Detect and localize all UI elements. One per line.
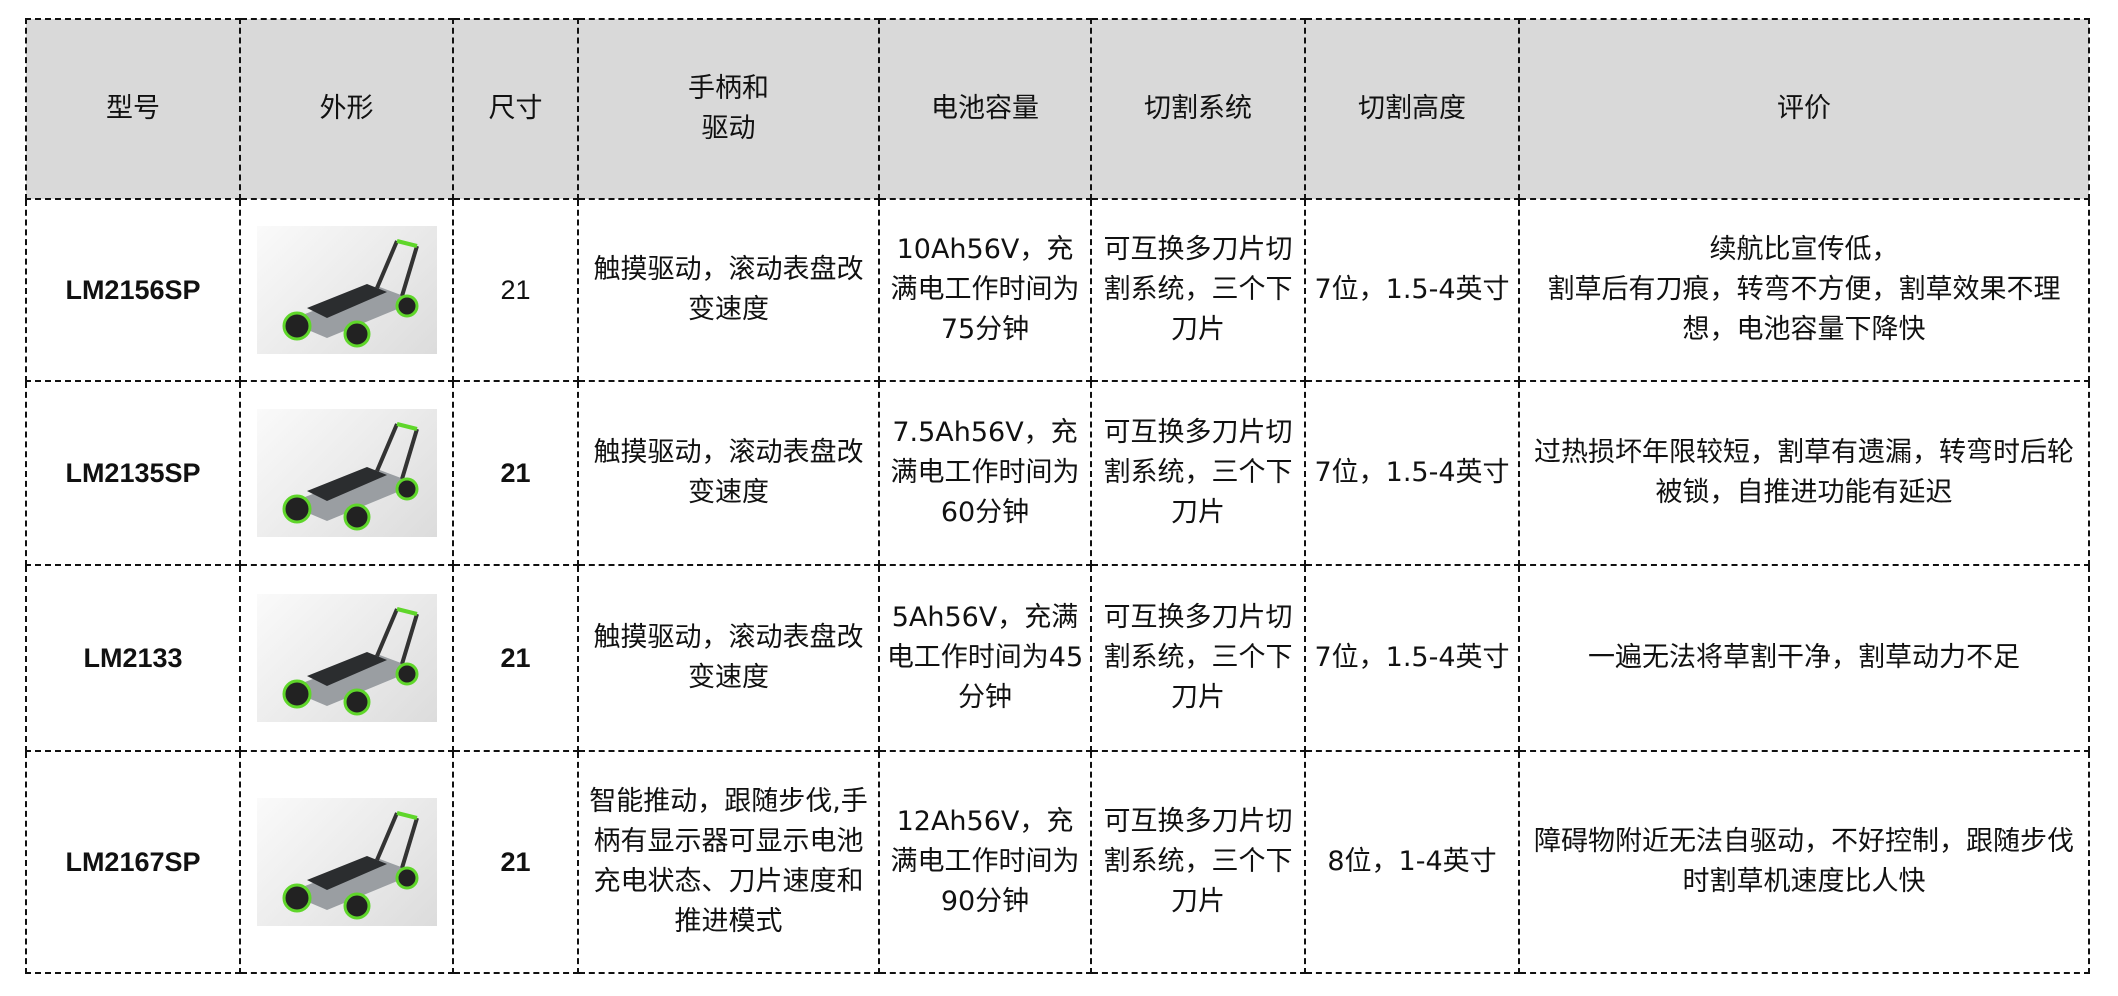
header-model: 型号 — [25, 18, 241, 200]
cutting-system-cell: 可互换多刀片切割系统，三个下刀片 — [1090, 198, 1306, 382]
table-row: LM2156SP 21 触摸驱动，滚动表盘改变速度 10Ah56V，充满电工作时间为7… — [25, 198, 2090, 382]
appearance-cell — [239, 198, 454, 382]
table-row: LM2135SP 21 触摸驱动，滚动表盘改变速度 7.5Ah56V，充满电工作时间为… — [25, 380, 2090, 566]
table-row: LM2167SP 21 智能推动，跟随步伐,手柄有显示器可显示电池充电状态、刀片速度… — [25, 750, 2090, 974]
size-cell: 21 — [452, 380, 579, 566]
handle-drive-cell: 触摸驱动，滚动表盘改变速度 — [577, 198, 880, 382]
handle-drive-cell: 触摸驱动，滚动表盘改变速度 — [577, 564, 880, 752]
model-cell: LM2133 — [25, 564, 241, 752]
comparison-table: 型号 外形 尺寸 手柄和 驱动 电池容量 切割系统 切割高度 评价 LM2156SP 21 触摸驱… — [25, 18, 2090, 974]
battery-cell: 10Ah56V，充满电工作时间为75分钟 — [878, 198, 1092, 382]
cutting-height-cell: 8位，1-4英寸 — [1304, 750, 1520, 974]
appearance-cell — [239, 564, 454, 752]
cutting-height-cell: 7位，1.5-4英寸 — [1304, 198, 1520, 382]
battery-cell: 12Ah56V，充满电工作时间为90分钟 — [878, 750, 1092, 974]
battery-cell: 7.5Ah56V，充满电工作时间为60分钟 — [878, 380, 1092, 566]
table-row: LM2133 21 触摸驱动，滚动表盘改变速度 5Ah56V，充满电工作时间为45分钟… — [25, 564, 2090, 752]
review-cell: 续航比宣传低， 割草后有刀痕，转弯不方便，割草效果不理想，电池容量下降快 — [1518, 198, 2090, 382]
model-cell: LM2156SP — [25, 198, 241, 382]
lawn-mower-image — [256, 798, 437, 926]
cutting-system-cell: 可互换多刀片切割系统，三个下刀片 — [1090, 750, 1306, 974]
lawn-mower-image — [256, 226, 437, 354]
header-cutting-system: 切割系统 — [1090, 18, 1306, 200]
cutting-system-cell: 可互换多刀片切割系统，三个下刀片 — [1090, 564, 1306, 752]
model-cell: LM2167SP — [25, 750, 241, 974]
header-battery: 电池容量 — [878, 18, 1092, 200]
handle-drive-cell: 触摸驱动，滚动表盘改变速度 — [577, 380, 880, 566]
handle-drive-cell: 智能推动，跟随步伐,手柄有显示器可显示电池充电状态、刀片速度和推进模式 — [577, 750, 880, 974]
header-review: 评价 — [1518, 18, 2090, 200]
size-cell: 21 — [452, 198, 579, 382]
appearance-cell — [239, 750, 454, 974]
header-row: 型号 外形 尺寸 手柄和 驱动 电池容量 切割系统 切割高度 评价 — [25, 18, 2090, 200]
appearance-cell — [239, 380, 454, 566]
battery-cell: 5Ah56V，充满电工作时间为45分钟 — [878, 564, 1092, 752]
review-cell: 过热损坏年限较短，割草有遗漏，转弯时后轮被锁，自推进功能有延迟 — [1518, 380, 2090, 566]
cutting-height-cell: 7位，1.5-4英寸 — [1304, 380, 1520, 566]
header-cutting-height: 切割高度 — [1304, 18, 1520, 200]
model-cell: LM2135SP — [25, 380, 241, 566]
cutting-system-cell: 可互换多刀片切割系统，三个下刀片 — [1090, 380, 1306, 566]
size-cell: 21 — [452, 750, 579, 974]
header-handle-drive: 手柄和 驱动 — [577, 18, 880, 200]
lawn-mower-image — [256, 594, 437, 722]
size-cell: 21 — [452, 564, 579, 752]
review-cell: 障碍物附近无法自驱动，不好控制，跟随步伐时割草机速度比人快 — [1518, 750, 2090, 974]
header-size: 尺寸 — [452, 18, 579, 200]
review-cell: 一遍无法将草割干净，割草动力不足 — [1518, 564, 2090, 752]
cutting-height-cell: 7位，1.5-4英寸 — [1304, 564, 1520, 752]
header-appearance: 外形 — [239, 18, 454, 200]
lawn-mower-image — [256, 409, 437, 537]
